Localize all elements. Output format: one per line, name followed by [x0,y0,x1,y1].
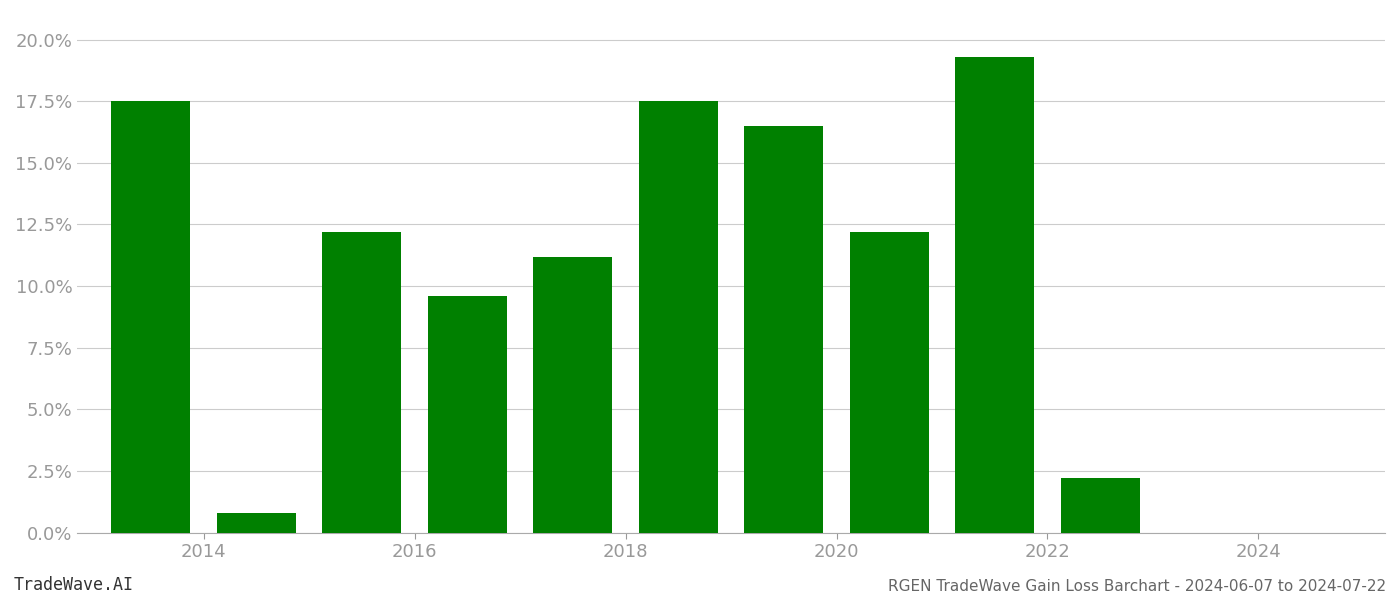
Bar [850,232,928,533]
Bar [745,126,823,533]
Text: RGEN TradeWave Gain Loss Barchart - 2024-06-07 to 2024-07-22: RGEN TradeWave Gain Loss Barchart - 2024… [888,579,1386,594]
Bar [638,101,718,533]
Bar [1061,478,1140,533]
Bar [955,57,1035,533]
Bar [428,296,507,533]
Bar [533,257,612,533]
Bar [322,232,402,533]
Bar [217,513,295,533]
Text: TradeWave.AI: TradeWave.AI [14,576,134,594]
Bar [112,101,190,533]
